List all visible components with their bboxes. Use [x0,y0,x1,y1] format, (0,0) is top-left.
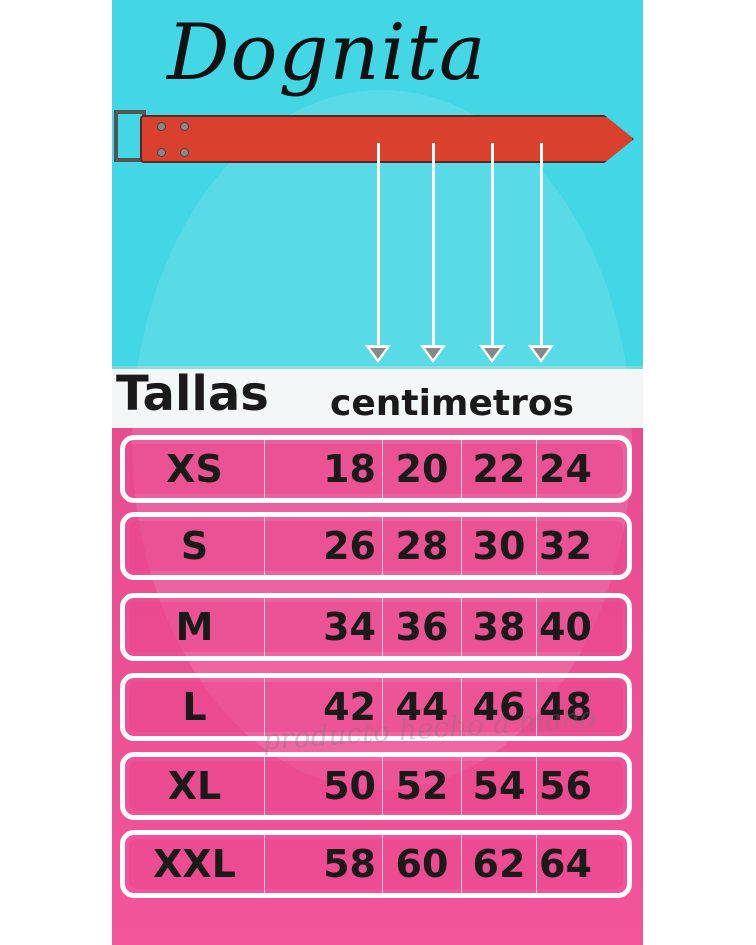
size-row-l: L 42 44 46 48 [120,673,632,741]
size-value: 20 [383,440,462,498]
sizes-heading: Tallas [116,366,269,422]
rivet-icon [157,148,166,157]
row-background [129,761,623,811]
size-value: 40 [539,605,592,649]
row-background [129,602,623,652]
size-value: 36 [383,598,462,656]
size-value: 32 [539,524,592,568]
size-value: 26 [265,517,383,575]
collar-illustration [140,115,634,163]
row-background [129,682,623,732]
row-background [129,839,623,889]
measure-arrow-icon [432,143,435,348]
size-value: 50 [265,757,383,815]
size-value: 42 [265,678,383,736]
size-value: 60 [383,835,462,893]
rivet-icon [157,122,166,131]
arrowhead-icon [420,345,446,363]
size-value: 18 [265,440,383,498]
measure-arrow-icon [491,143,494,348]
size-row-xl: XL 50 52 54 56 [120,752,632,820]
arrowhead-icon [528,345,554,363]
size-value: 54 [462,757,537,815]
arrowhead-icon [479,345,505,363]
size-label: M [125,598,265,656]
size-label: XXL [125,835,265,893]
size-value: 44 [383,678,462,736]
size-row-xs: XS 18 20 22 24 [120,435,632,503]
rivet-icon [180,122,189,131]
brand-logo: Dognita [167,8,487,98]
size-label: XL [125,757,265,815]
measure-arrow-icon [377,143,380,348]
size-value: 64 [539,842,592,886]
size-value: 58 [265,835,383,893]
unit-label: centimetros [330,383,574,424]
size-value: 24 [539,447,592,491]
size-value: 56 [539,764,592,808]
size-row-xxl: XXL 58 60 62 64 [120,830,632,898]
size-value: 28 [383,517,462,575]
size-label: L [125,678,265,736]
size-value: 22 [462,440,537,498]
measure-arrow-icon [540,143,543,348]
arrowhead-icon [365,345,391,363]
size-row-s: S 26 28 30 32 [120,512,632,580]
size-label: XS [125,440,265,498]
size-value: 46 [462,678,537,736]
row-background [129,521,623,571]
header-band [112,366,643,431]
size-value: 48 [539,685,592,729]
size-row-m: M 34 36 38 40 [120,593,632,661]
size-label: S [125,517,265,575]
size-value: 62 [462,835,537,893]
size-value: 34 [265,598,383,656]
size-value: 52 [383,757,462,815]
size-value: 30 [462,517,537,575]
size-value: 38 [462,598,537,656]
size-chart-panel: Dognita Tallas centimetros XS 18 20 22 24 S 26… [112,0,643,945]
rivet-icon [180,148,189,157]
row-background [129,444,623,494]
